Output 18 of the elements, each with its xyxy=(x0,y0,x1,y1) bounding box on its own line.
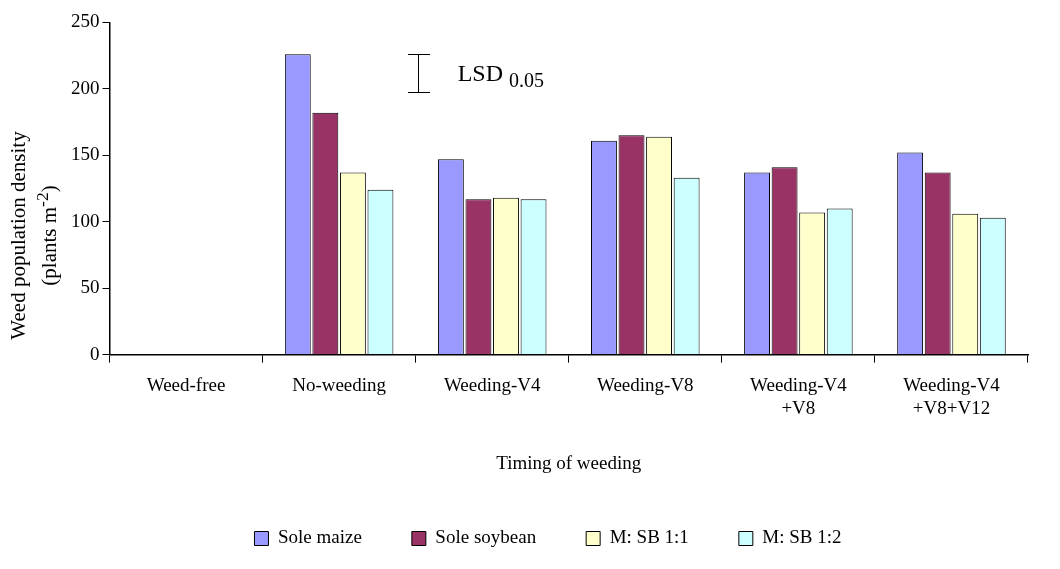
legend-label: M: SB 1:1 xyxy=(609,526,689,548)
y-tick-label: 200 xyxy=(71,76,100,98)
annotation: LSD $_{0.05}$ xyxy=(457,59,544,92)
x-tick-label: Weeding-V4 xyxy=(443,373,542,395)
x-tick-label: No-weeding xyxy=(292,373,387,395)
x-tick-label: Weeding-V4 +V8+V12 xyxy=(903,373,1001,418)
x-tick-label: Weeding-V4 +V8 xyxy=(750,373,848,418)
x-tick-label: Weed-free xyxy=(146,373,226,395)
y-tick-label: 0 xyxy=(90,342,100,364)
y-tick-label: 150 xyxy=(71,143,100,165)
y-tick-label: 250 xyxy=(71,10,100,32)
y-tick-label: 100 xyxy=(71,209,100,231)
legend-label: M: SB 1:2 xyxy=(762,526,842,548)
y-tick-label: 50 xyxy=(80,276,100,298)
legend-label: Sole maize xyxy=(277,526,362,548)
x-axis-title: Timing of weeding xyxy=(496,451,642,473)
x-tick-label: Weeding-V8 xyxy=(596,373,694,395)
legend-label: Sole soybean xyxy=(435,526,537,548)
